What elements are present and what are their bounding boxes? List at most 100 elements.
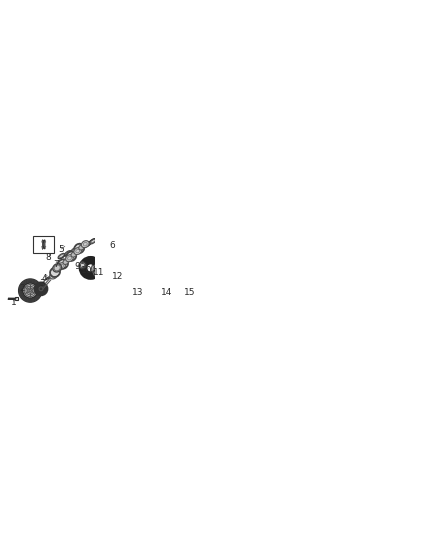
- Circle shape: [186, 291, 190, 295]
- Circle shape: [165, 293, 167, 295]
- Bar: [33, 236, 54, 253]
- Ellipse shape: [81, 240, 89, 248]
- Circle shape: [103, 273, 105, 276]
- Text: 5: 5: [58, 246, 64, 254]
- Circle shape: [99, 276, 101, 278]
- Circle shape: [110, 280, 113, 282]
- Circle shape: [96, 265, 98, 266]
- Ellipse shape: [84, 241, 91, 247]
- Circle shape: [173, 285, 176, 287]
- Ellipse shape: [71, 252, 77, 257]
- Circle shape: [172, 281, 174, 283]
- Ellipse shape: [53, 264, 62, 272]
- Ellipse shape: [58, 259, 68, 269]
- Circle shape: [109, 257, 159, 307]
- Circle shape: [183, 281, 187, 285]
- Ellipse shape: [117, 269, 124, 280]
- Circle shape: [104, 270, 106, 272]
- Circle shape: [157, 285, 159, 287]
- Circle shape: [158, 289, 160, 292]
- Circle shape: [97, 266, 105, 274]
- Ellipse shape: [55, 267, 61, 272]
- Circle shape: [106, 266, 107, 268]
- Circle shape: [191, 278, 193, 280]
- Text: 10: 10: [81, 266, 92, 276]
- Circle shape: [107, 270, 116, 279]
- Wedge shape: [95, 261, 107, 270]
- Circle shape: [106, 270, 108, 271]
- Circle shape: [91, 261, 111, 280]
- Text: 9: 9: [74, 262, 80, 271]
- Circle shape: [107, 267, 109, 269]
- Text: 15: 15: [184, 288, 195, 296]
- Text: 2: 2: [20, 284, 25, 293]
- Circle shape: [21, 281, 40, 300]
- Circle shape: [117, 277, 119, 279]
- Circle shape: [94, 268, 95, 270]
- Circle shape: [106, 273, 107, 274]
- Circle shape: [184, 282, 186, 284]
- Text: 14: 14: [161, 288, 173, 296]
- Circle shape: [110, 266, 113, 268]
- Circle shape: [189, 274, 191, 277]
- Circle shape: [165, 277, 167, 279]
- Circle shape: [191, 282, 195, 286]
- Ellipse shape: [78, 245, 85, 249]
- Circle shape: [19, 279, 42, 302]
- Circle shape: [184, 277, 186, 279]
- Circle shape: [188, 287, 190, 289]
- Ellipse shape: [58, 263, 65, 270]
- Ellipse shape: [143, 269, 151, 280]
- Circle shape: [114, 279, 116, 281]
- Circle shape: [114, 267, 116, 269]
- Circle shape: [96, 274, 98, 277]
- Circle shape: [161, 278, 163, 280]
- Circle shape: [123, 281, 125, 284]
- Ellipse shape: [74, 247, 81, 255]
- Circle shape: [141, 277, 143, 279]
- Circle shape: [107, 279, 109, 281]
- Circle shape: [154, 274, 179, 299]
- Circle shape: [187, 286, 191, 290]
- Circle shape: [192, 290, 194, 292]
- Circle shape: [26, 286, 35, 295]
- Circle shape: [117, 273, 120, 276]
- Circle shape: [99, 263, 123, 286]
- Circle shape: [133, 272, 135, 274]
- Circle shape: [124, 286, 127, 288]
- Ellipse shape: [50, 267, 60, 277]
- Circle shape: [138, 290, 140, 292]
- Text: 13: 13: [132, 288, 144, 296]
- Text: 7: 7: [53, 260, 59, 269]
- Bar: [15, 297, 18, 300]
- Circle shape: [185, 278, 189, 282]
- Circle shape: [79, 262, 86, 269]
- Circle shape: [128, 273, 130, 275]
- Circle shape: [142, 281, 145, 284]
- Ellipse shape: [58, 254, 65, 259]
- Ellipse shape: [66, 255, 74, 262]
- Circle shape: [124, 277, 127, 279]
- Circle shape: [94, 272, 96, 273]
- Circle shape: [172, 289, 174, 292]
- Circle shape: [188, 273, 192, 277]
- Text: 11: 11: [92, 268, 104, 277]
- Circle shape: [104, 277, 106, 279]
- Ellipse shape: [63, 259, 69, 264]
- Circle shape: [190, 277, 194, 281]
- Text: 4: 4: [42, 273, 47, 282]
- Circle shape: [99, 263, 101, 265]
- Circle shape: [191, 289, 195, 293]
- Ellipse shape: [49, 272, 57, 279]
- Circle shape: [29, 289, 32, 292]
- Ellipse shape: [102, 232, 109, 238]
- Ellipse shape: [66, 251, 77, 261]
- Circle shape: [103, 276, 105, 277]
- Ellipse shape: [96, 236, 102, 241]
- Text: 8: 8: [46, 253, 51, 262]
- Circle shape: [117, 270, 119, 272]
- Circle shape: [128, 277, 139, 288]
- Circle shape: [103, 264, 105, 265]
- Ellipse shape: [89, 239, 96, 244]
- Circle shape: [169, 292, 171, 294]
